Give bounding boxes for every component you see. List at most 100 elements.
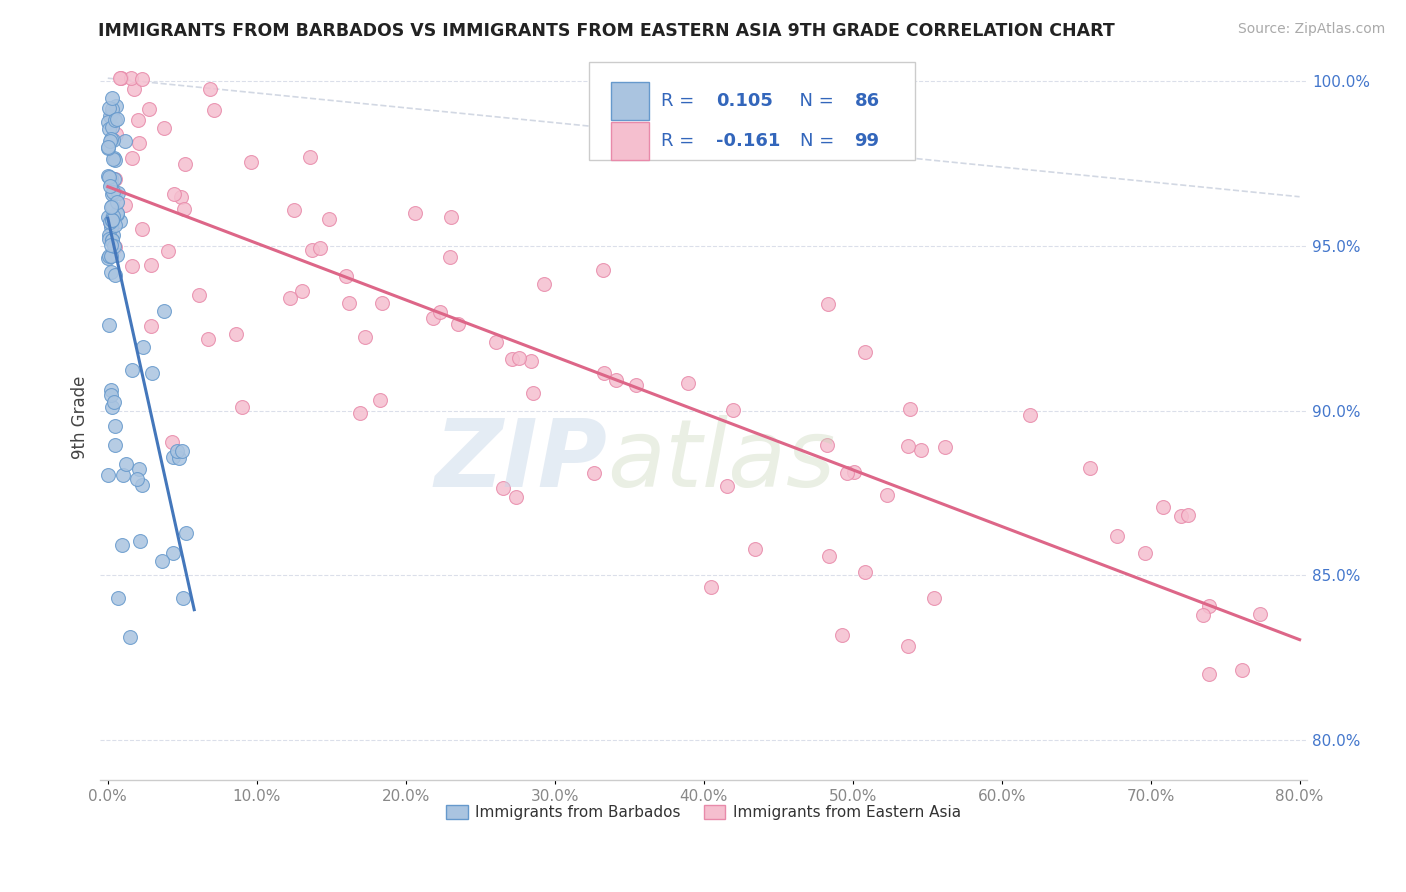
Text: Source: ZipAtlas.com: Source: ZipAtlas.com	[1237, 22, 1385, 37]
FancyBboxPatch shape	[610, 122, 650, 161]
Legend: Immigrants from Barbados, Immigrants from Eastern Asia: Immigrants from Barbados, Immigrants fro…	[440, 798, 967, 826]
Point	[101, 209, 124, 223]
Point	[100, 176, 122, 190]
Point	[197, 332, 219, 346]
Point	[922, 591, 945, 606]
Point	[97, 468, 120, 483]
Point	[160, 435, 183, 450]
Point	[101, 401, 124, 415]
Point	[101, 213, 124, 227]
Point	[1133, 546, 1156, 560]
Point	[716, 478, 738, 492]
Point	[815, 438, 838, 452]
Point	[337, 296, 360, 310]
Point	[278, 291, 301, 305]
Point	[100, 265, 122, 279]
Text: -0.161: -0.161	[716, 132, 780, 150]
Text: 86: 86	[855, 92, 880, 111]
Point	[153, 120, 176, 135]
Point	[101, 210, 124, 224]
Point	[107, 186, 129, 200]
Point	[239, 155, 262, 169]
Point	[1018, 408, 1040, 422]
Point	[876, 488, 898, 502]
Point	[173, 202, 195, 216]
Point	[150, 554, 173, 568]
Point	[101, 185, 124, 199]
FancyBboxPatch shape	[589, 62, 915, 161]
Text: 0.105: 0.105	[716, 92, 773, 111]
Point	[202, 103, 225, 117]
Point	[1105, 529, 1128, 543]
Point	[141, 367, 163, 381]
Point	[105, 112, 128, 126]
Point	[172, 443, 194, 458]
Point	[592, 262, 614, 277]
Text: N =: N =	[789, 92, 839, 111]
Point	[723, 403, 745, 417]
Point	[100, 179, 122, 194]
Point	[107, 591, 129, 605]
Point	[114, 134, 136, 148]
Point	[98, 214, 121, 228]
Point	[422, 310, 444, 325]
Point	[198, 82, 221, 96]
Point	[121, 362, 143, 376]
Point	[97, 318, 120, 332]
Text: R =: R =	[661, 132, 700, 150]
Point	[103, 172, 125, 186]
Text: ZIP: ZIP	[434, 415, 607, 507]
Point	[853, 565, 876, 579]
Y-axis label: 9th Grade: 9th Grade	[72, 376, 89, 459]
Point	[583, 466, 606, 480]
Point	[174, 525, 197, 540]
Point	[187, 288, 209, 302]
Point	[100, 238, 122, 252]
Point	[1152, 500, 1174, 514]
Point	[624, 378, 647, 392]
Point	[97, 232, 120, 246]
Point	[491, 481, 513, 495]
Point	[485, 334, 508, 349]
Point	[114, 198, 136, 212]
Point	[105, 205, 128, 219]
Point	[1191, 607, 1213, 622]
Point	[98, 121, 121, 136]
Point	[97, 115, 120, 129]
Point	[108, 71, 131, 86]
Point	[231, 400, 253, 414]
Point	[318, 212, 340, 227]
Point	[910, 442, 932, 457]
Point	[104, 153, 127, 168]
Point	[115, 457, 138, 471]
Point	[163, 187, 186, 202]
Point	[699, 580, 721, 594]
Point	[128, 136, 150, 151]
Point	[104, 219, 127, 233]
Point	[129, 534, 152, 549]
Point	[897, 639, 920, 653]
Point	[98, 134, 121, 148]
Point	[127, 112, 149, 127]
Point	[440, 210, 463, 224]
Point	[101, 91, 124, 105]
Point	[97, 251, 120, 265]
Point	[1170, 509, 1192, 524]
Point	[104, 418, 127, 433]
Point	[100, 171, 122, 186]
Text: IMMIGRANTS FROM BARBADOS VS IMMIGRANTS FROM EASTERN ASIA 9TH GRADE CORRELATION C: IMMIGRANTS FROM BARBADOS VS IMMIGRANTS F…	[98, 22, 1115, 40]
Point	[103, 239, 125, 253]
Point	[101, 152, 124, 166]
Point	[291, 284, 314, 298]
Point	[104, 186, 127, 200]
Point	[429, 305, 451, 319]
Point	[101, 105, 124, 120]
Point	[170, 190, 193, 204]
Point	[100, 233, 122, 247]
Point	[100, 234, 122, 248]
Point	[157, 244, 180, 259]
Text: atlas: atlas	[607, 416, 835, 507]
Point	[118, 630, 141, 644]
Point	[131, 340, 153, 354]
Point	[101, 199, 124, 213]
